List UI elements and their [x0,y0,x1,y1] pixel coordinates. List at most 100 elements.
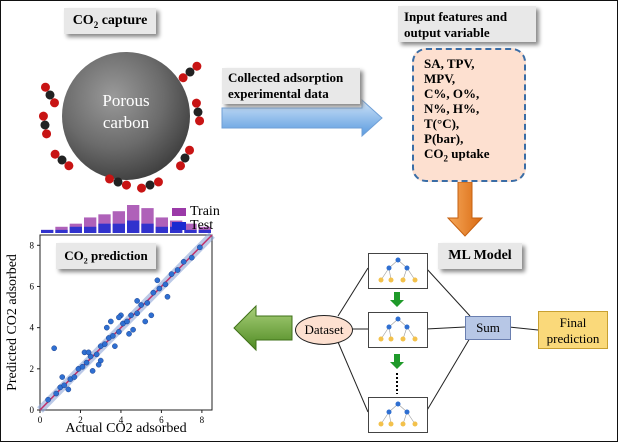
hist-bar-test [155,226,168,233]
x-tick-label: 2 [78,415,83,425]
input-features-title: Input features and output variable [398,6,536,42]
small-down-arrow [390,292,404,307]
data-point [45,396,51,403]
y-tick-label: 0 [30,405,35,415]
co2-molecule-icon [41,82,59,108]
collected-data-label: Collected adsorption experimental data [222,68,360,104]
data-point [180,258,187,265]
small-down-arrow [390,354,404,369]
data-point [142,318,149,325]
porous-label-line2: carbon [102,113,150,132]
hist-bar-train [184,223,197,233]
data-point [116,314,122,321]
scatter-plot: 0 2 4 6 8 0 2 4 6 8 Actual CO2 adsorbed Predicted C… [5,205,215,436]
co2-capture-title: CO2 capture [64,8,156,34]
hist-bar-test [112,223,125,233]
data-point [101,341,108,347]
final-prediction-node: Final prediction [538,311,608,349]
data-point [154,277,161,284]
data-point [108,318,114,325]
data-point [79,363,86,370]
y-tick-label: 2 [30,364,35,374]
feature-item: N%, H%, [424,101,480,116]
legend-train-swatch [172,208,186,216]
porous-label-line1: Porous [102,91,150,110]
data-point [197,244,203,251]
hist-bar-test [69,226,82,233]
output-tail: uptake [448,146,490,161]
features-title-line2: output variable [404,25,490,40]
co2-prediction-title: CO2 prediction [56,243,156,269]
x-tick-label: 8 [200,415,205,425]
data-point [95,361,102,368]
y-tick-label: 4 [30,323,35,333]
data-point [61,382,68,389]
legend-test-swatch [172,222,186,230]
data-point [144,300,151,306]
legend-train-label: Train [190,204,220,219]
co2-molecule-icon [178,61,202,83]
data-point [53,390,59,397]
feature-item-output: CO2 uptake [424,146,524,167]
data-point [148,312,155,319]
x-tick-label: 0 [38,415,43,425]
data-point [150,289,157,296]
data-point [93,351,100,358]
collected-line1: Collected adsorption [228,70,344,85]
plot-axes [39,234,213,411]
hist-bar-test [55,229,68,233]
data-point [162,281,169,288]
data-point [124,318,130,325]
co2-molecules [38,61,205,193]
co2-capture-title-tail: capture [98,13,148,28]
data-point [134,310,140,317]
y-tick-label: 6 [30,281,35,291]
feature-item: P(bar), [424,131,464,146]
data-point [85,349,92,356]
data-point [59,374,66,380]
data-point [116,328,122,335]
data-point [138,302,144,308]
hist-bar-test [41,229,54,233]
x-tick-label: 6 [159,415,164,425]
feature-item: C%, O%, [424,86,480,101]
data-point [188,254,195,261]
hist-bar-test [198,229,211,233]
hist-bar-test [98,223,111,233]
data-point [156,285,163,292]
legend-test-label: Test [190,218,214,233]
feature-item: MPV, [424,71,456,86]
hist-bar-test [141,223,154,233]
data-point [164,293,171,300]
data-point [110,333,116,339]
data-point [168,271,175,277]
y-tick-label: 8 [30,240,35,250]
hist-bar-test [184,229,197,233]
legend: Train Test [172,205,220,233]
tree-n [368,397,428,433]
data-flow-arrow [221,98,383,138]
left-arrow [233,304,293,352]
data-point [65,386,72,393]
final-line1: Final [559,315,587,330]
ml-model-title: ML Model [438,243,522,269]
data-point [128,312,134,319]
down-arrow [446,181,484,237]
x-tick-label: 4 [119,415,124,425]
co2-molecule-icon [50,149,74,171]
sum-node: Sum [465,316,511,340]
feature-item: T(°C), [424,116,460,131]
co2-capture-title-sub: 2 [93,19,99,30]
data-point [71,374,78,380]
hist-bar-test [84,226,97,233]
final-line2: prediction [546,331,600,346]
features-title-line1: Input features and [404,9,508,24]
collected-line2: experimental data [228,86,329,101]
tree-1 [368,253,428,289]
data-point [112,343,118,349]
output-sub: 2 [443,153,449,164]
porous-carbon-label: Porous carbon [62,90,190,134]
pred-title-tail: prediction [87,248,148,263]
pred-title-sub: 2 [83,256,88,266]
